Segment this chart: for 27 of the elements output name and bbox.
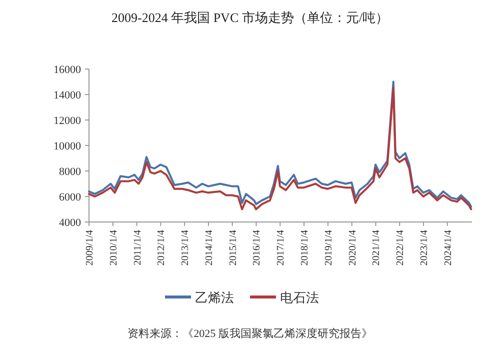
- x-tick-label: 2015/1/4: [228, 230, 239, 266]
- y-tick-label: 12000: [54, 115, 82, 127]
- y-tick-label: 4000: [59, 217, 82, 229]
- x-tick-label: 2020/1/4: [347, 230, 358, 266]
- legend-label: 电石法: [280, 290, 319, 305]
- x-tick-label: 2009/1/4: [84, 230, 96, 266]
- x-tick-label: 2023/1/4: [418, 230, 430, 266]
- chart-title: 2009-2024 年我国 PVC 市场走势（单位：元/吨）: [112, 10, 388, 25]
- y-tick-label: 10000: [54, 140, 82, 152]
- x-tick-label: 2016/1/4: [252, 230, 263, 266]
- y-tick-label: 6000: [59, 192, 82, 204]
- x-tick-label: 2019/1/4: [323, 230, 334, 266]
- x-tick-label: 2017/1/4: [276, 230, 287, 266]
- x-tick-label: 2018/1/4: [300, 230, 311, 266]
- legend-label: 乙烯法: [195, 290, 234, 305]
- x-tick-label: 2010/1/4: [108, 230, 120, 266]
- y-tick-label: 8000: [59, 166, 82, 178]
- x-tick-label: 2012/1/4: [156, 230, 168, 266]
- y-tick-label: 14000: [54, 90, 82, 102]
- x-tick-label: 2024/1/4: [442, 230, 454, 266]
- x-tick-label: 2014/1/4: [204, 230, 215, 266]
- text: 资料来源：《2025 版我国聚氯乙烯深度研究报告》: [128, 327, 372, 340]
- x-tick-label: 2013/1/4: [180, 230, 192, 266]
- x-tick-label: 2022/1/4: [395, 230, 406, 266]
- y-tick-label: 16000: [54, 64, 82, 76]
- x-tick-label: 2021/1/4: [371, 230, 382, 266]
- x-tick-label: 2011/1/4: [132, 230, 144, 266]
